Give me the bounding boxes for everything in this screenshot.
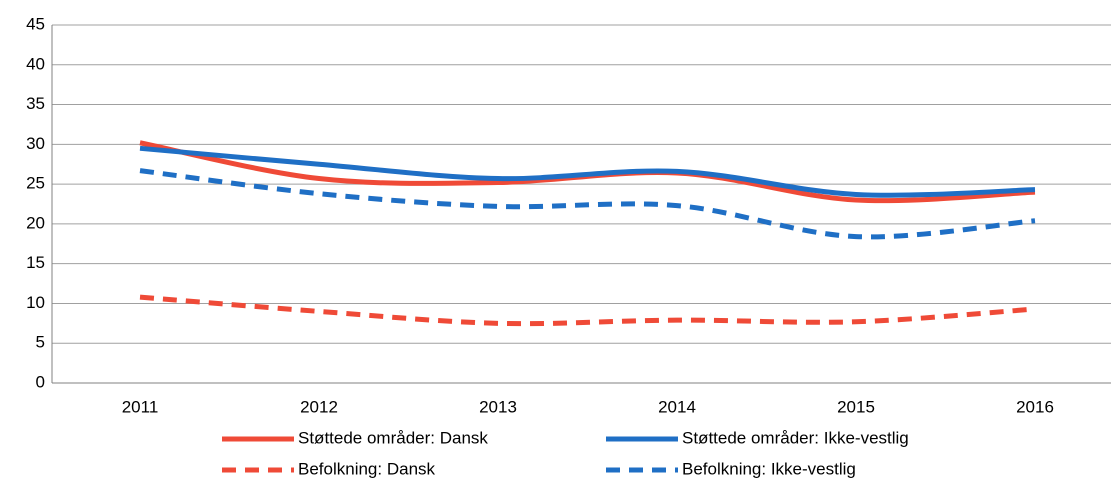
- line-series: [139, 294, 1036, 327]
- x-tick-label: 2016: [1016, 397, 1054, 416]
- x-tick-label: 2015: [837, 397, 875, 416]
- x-tick-label: 2014: [658, 397, 696, 416]
- y-tick-label: 30: [26, 134, 45, 153]
- line-series: [139, 168, 1036, 240]
- y-tick-label: 20: [26, 213, 45, 232]
- x-tick-label: 2011: [122, 397, 159, 416]
- y-tick-label: 10: [26, 293, 45, 312]
- y-tick-label: 35: [26, 94, 45, 113]
- x-tick-label: 2013: [479, 397, 517, 416]
- legend-label: Støttede områder: Dansk: [298, 428, 488, 447]
- y-tick-label: 40: [26, 54, 45, 73]
- y-tick-label: 0: [36, 372, 45, 391]
- legend-label: Støttede områder: Ikke-vestlig: [682, 428, 909, 447]
- y-tick-label: 5: [36, 333, 45, 352]
- legend-label: Befolkning: Ikke-vestlig: [682, 459, 856, 478]
- y-tick-label: 25: [26, 174, 45, 193]
- x-tick-label: 2012: [300, 397, 338, 416]
- y-tick-label: 45: [26, 14, 45, 33]
- legend-label: Befolkning: Dansk: [298, 459, 436, 478]
- line-series: [139, 145, 1036, 198]
- y-tick-label: 15: [26, 253, 45, 272]
- line-series: [139, 140, 1036, 204]
